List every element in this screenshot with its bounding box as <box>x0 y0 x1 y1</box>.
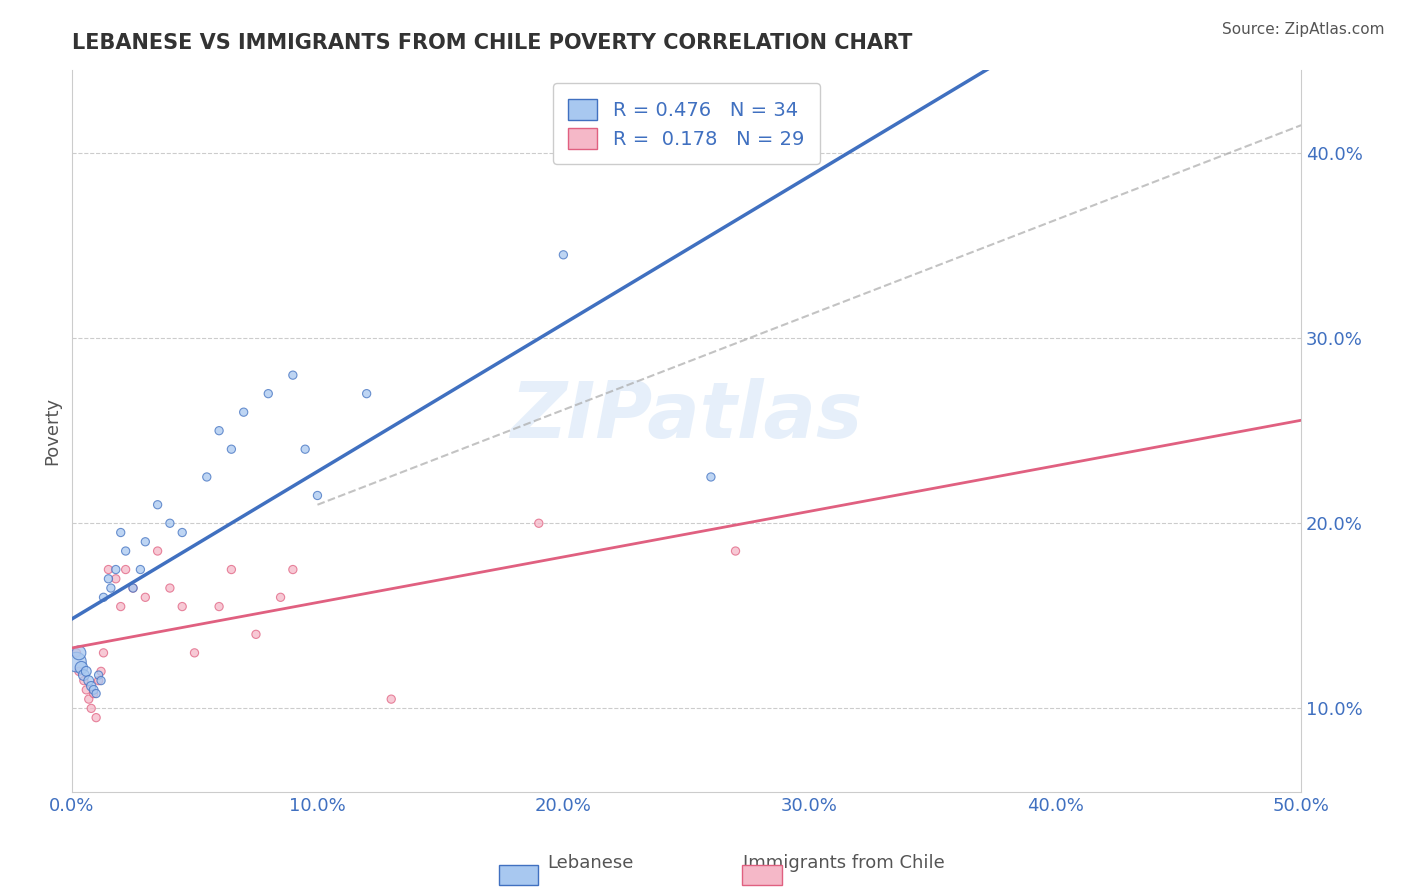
Point <box>724 544 747 558</box>
Point <box>159 581 181 595</box>
Point <box>114 562 136 576</box>
Point <box>97 572 120 586</box>
Point <box>75 665 97 679</box>
Point <box>90 673 112 688</box>
Point <box>134 591 156 605</box>
Legend: R = 0.476   N = 34, R =  0.178   N = 29: R = 0.476 N = 34, R = 0.178 N = 29 <box>553 83 820 164</box>
Point <box>104 572 127 586</box>
Point <box>553 248 575 262</box>
Text: LEBANESE VS IMMIGRANTS FROM CHILE POVERTY CORRELATION CHART: LEBANESE VS IMMIGRANTS FROM CHILE POVERT… <box>72 33 912 53</box>
Text: Lebanese: Lebanese <box>547 855 634 872</box>
Point <box>77 692 100 706</box>
Point <box>270 591 292 605</box>
Point <box>80 701 103 715</box>
Point <box>380 692 402 706</box>
Point <box>77 673 100 688</box>
Point <box>281 368 304 383</box>
Point <box>195 470 218 484</box>
Point <box>65 646 87 660</box>
Point <box>134 534 156 549</box>
Point <box>356 386 378 401</box>
Point <box>100 581 122 595</box>
Point <box>80 679 103 693</box>
Point <box>122 581 145 595</box>
Point <box>146 544 169 558</box>
Point <box>700 470 723 484</box>
Point <box>83 682 105 697</box>
Point <box>122 581 145 595</box>
Point <box>83 687 105 701</box>
Point <box>84 711 107 725</box>
Point <box>307 488 329 502</box>
Point <box>73 673 96 688</box>
Point <box>70 660 93 674</box>
Point <box>245 627 267 641</box>
Point <box>183 646 205 660</box>
Text: Immigrants from Chile: Immigrants from Chile <box>742 855 945 872</box>
Point <box>84 687 107 701</box>
Point <box>232 405 254 419</box>
Y-axis label: Poverty: Poverty <box>44 397 60 465</box>
Point <box>110 525 132 540</box>
Point <box>110 599 132 614</box>
Point <box>221 562 243 576</box>
Point <box>146 498 169 512</box>
Text: ZIPatlas: ZIPatlas <box>510 378 862 454</box>
Point <box>73 668 96 682</box>
Point <box>159 516 181 531</box>
Point <box>208 599 231 614</box>
Point <box>67 646 90 660</box>
Point <box>294 442 316 457</box>
Point <box>172 599 194 614</box>
Point <box>65 655 87 669</box>
Point <box>257 386 280 401</box>
Point <box>87 668 110 682</box>
Point <box>75 682 97 697</box>
Point <box>172 525 194 540</box>
Point <box>97 562 120 576</box>
Point <box>208 424 231 438</box>
Point <box>93 646 115 660</box>
Point <box>129 562 152 576</box>
Point <box>93 591 115 605</box>
Point <box>67 665 90 679</box>
Point <box>104 562 127 576</box>
Text: Source: ZipAtlas.com: Source: ZipAtlas.com <box>1222 22 1385 37</box>
Point <box>281 562 304 576</box>
Point <box>114 544 136 558</box>
Point <box>87 673 110 688</box>
Point <box>90 665 112 679</box>
Point <box>527 516 550 531</box>
Point <box>221 442 243 457</box>
